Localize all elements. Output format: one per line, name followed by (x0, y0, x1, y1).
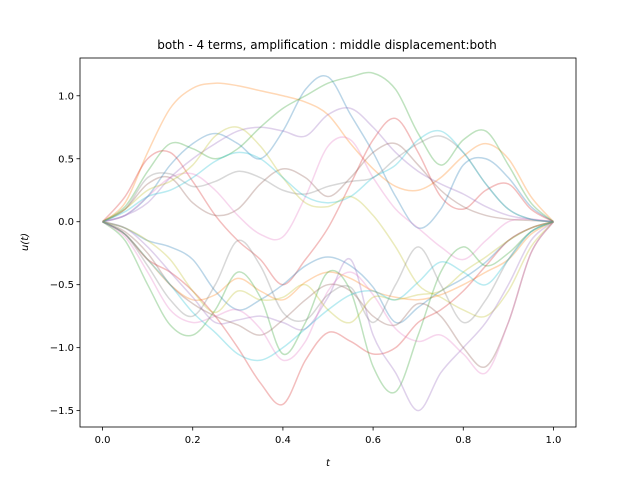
x-axis-label: t (326, 458, 331, 469)
series-line-14 (102, 220, 554, 406)
series-line-9 (102, 126, 555, 318)
y-tick-label: 0.0 (58, 217, 74, 228)
y-tick-label: −1.5 (50, 406, 74, 417)
series-line-12 (102, 221, 554, 301)
series-line-11 (102, 220, 554, 324)
y-tick-label: 0.5 (58, 154, 74, 165)
y-axis-label: u(t) (20, 233, 31, 251)
series-line-19 (102, 220, 554, 324)
chart-title: both - 4 terms, amplification : middle d… (157, 38, 497, 52)
x-tick-label: 0.6 (365, 435, 381, 446)
series-line-2 (102, 82, 555, 223)
y-tick-label: −1.0 (50, 343, 74, 354)
series-lines (101, 71, 555, 412)
series-line-16 (102, 221, 555, 369)
y-axis-ticks: −1.5 −1.0 −0.5 0.0 0.5 1.0 (50, 91, 80, 417)
series-line-4 (101, 117, 554, 286)
series-line-17 (102, 221, 555, 375)
series-line-15 (102, 220, 554, 412)
series-line-6 (102, 142, 554, 223)
y-tick-label: −0.5 (50, 280, 74, 291)
series-line-13 (102, 221, 554, 394)
series-line-5 (102, 107, 554, 223)
x-tick-label: 0.2 (185, 435, 201, 446)
series-line-8 (102, 135, 554, 223)
series-line-3 (102, 71, 554, 223)
x-tick-label: 0.8 (455, 435, 471, 446)
series-line-20 (102, 221, 554, 362)
x-tick-label: 0.0 (95, 435, 111, 446)
x-tick-label: 0.4 (275, 435, 291, 446)
series-line-7 (102, 136, 554, 261)
x-axis-ticks: 0.0 0.2 0.4 0.6 0.8 1.0 (95, 427, 562, 446)
series-line-1 (102, 75, 554, 229)
plot-frame (79, 57, 577, 428)
x-tick-label: 1.0 (546, 435, 562, 446)
y-tick-label: 1.0 (58, 91, 74, 102)
series-line-10 (102, 129, 554, 223)
series-line-18 (102, 221, 554, 324)
